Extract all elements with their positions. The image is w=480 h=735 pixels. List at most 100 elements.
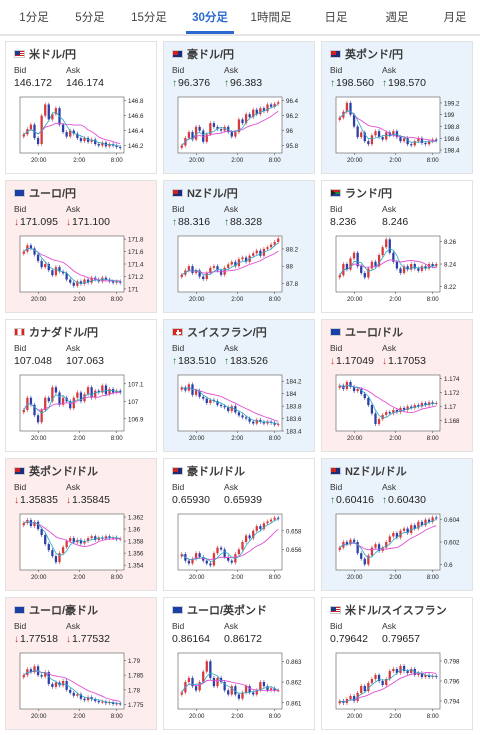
- rate-card[interactable]: ユーロ/円 Bid Ask ↓171.095 ↓171.100 171.8 171.6 171…: [5, 180, 157, 313]
- rate-card[interactable]: ユーロ/豪ドル Bid Ask ↓1.77518 ↓1.77532 1.79 1.785 1.…: [5, 597, 157, 730]
- candle-body: [216, 677, 219, 687]
- pair-title[interactable]: ユーロ/英ポンド: [172, 602, 267, 618]
- rate-card[interactable]: ユーロ/英ポンド Bid Ask 0.86164 0.86172 0.863 0.862 0.…: [163, 597, 315, 730]
- candle-body: [187, 132, 191, 139]
- mini-chart[interactable]: 1.174 1.172 1.17 1.168 20:00 2:00 8:00: [328, 371, 468, 444]
- y-tick-label: 183.4: [286, 429, 302, 436]
- candle-body: [209, 123, 212, 135]
- pair-title[interactable]: NZドル/ドル: [330, 463, 407, 479]
- pair-title[interactable]: NZドル/円: [172, 185, 238, 201]
- pair-name[interactable]: カナダドル/円: [29, 327, 99, 339]
- mini-chart[interactable]: 88.2 88 87.8 20:00 2:00 8:00: [170, 232, 310, 305]
- pair-name[interactable]: NZドル/ドル: [345, 466, 407, 478]
- mini-chart[interactable]: 1.362 1.36 1.358 1.356 1.354 20:00 2:00 8:00: [12, 510, 152, 583]
- pair-name[interactable]: 豪ドル/ドル: [187, 466, 246, 478]
- y-tick-label: 0.862: [286, 680, 302, 687]
- tab-5[interactable]: 日足: [324, 12, 348, 24]
- pair-title[interactable]: ユーロ/豪ドル: [14, 602, 98, 618]
- tab-7[interactable]: 月足: [443, 12, 467, 24]
- pair-title[interactable]: ユーロ/円: [14, 185, 76, 201]
- pair-name[interactable]: 豪ドル/円: [187, 49, 235, 61]
- candle-body: [101, 277, 104, 282]
- candle-body: [427, 519, 431, 522]
- pair-title[interactable]: カナダドル/円: [14, 324, 98, 340]
- mini-chart[interactable]: 96.4 96.2 96 95.8 20:00 2:00 8:00: [170, 93, 310, 166]
- rate-card[interactable]: スイスフラン/円 Bid Ask ↑183.510 ↑183.526 184.2 184 18…: [163, 319, 315, 452]
- rate-card[interactable]: カナダドル/円 Bid Ask 107.048 107.063 107.1 107 106.9…: [5, 319, 157, 452]
- tab-1[interactable]: 5分足: [75, 12, 105, 24]
- mini-chart[interactable]: 199.2 199 198.8 198.6 198.4 20:00 2:00 8:00: [328, 93, 468, 166]
- pair-name[interactable]: ユーロ/英ポンド: [187, 605, 268, 617]
- candle-body: [363, 272, 366, 278]
- mini-chart[interactable]: 184.2 184 183.8 183.6 183.4 20:00 2:00 8:00: [170, 371, 310, 444]
- candle-body: [202, 396, 205, 399]
- pair-name[interactable]: NZドル/円: [187, 188, 238, 200]
- rate-card[interactable]: ユーロ/ドル Bid Ask ↓1.17049 ↓1.17053 1.174 1.172 1.…: [321, 319, 473, 452]
- rate-card[interactable]: 英ポンド/円 Bid Ask ↑198.560 ↑198.570 199.2 199 198.…: [321, 41, 473, 174]
- rate-card[interactable]: ランド/円 Bid Ask 8.236 8.246 8.26 8.24 8.22 20:00 2:…: [321, 180, 473, 313]
- ma-line-long: [181, 679, 279, 693]
- candle-body: [392, 533, 395, 537]
- rate-card[interactable]: 米ドル/円 Bid Ask 146.172 146.174 146.8 146.6 146.4…: [5, 41, 157, 174]
- candle-body: [104, 277, 108, 280]
- mini-chart[interactable]: 0.604 0.602 0.6 20:00 2:00 8:00: [328, 510, 468, 583]
- pair-name[interactable]: 米ドル/円: [29, 49, 77, 61]
- pair-name[interactable]: ユーロ/豪ドル: [29, 605, 99, 617]
- candle-body: [435, 517, 438, 519]
- mini-chart[interactable]: 0.658 0.656 20:00 2:00 8:00: [170, 510, 310, 583]
- pair-name[interactable]: 米ドル/スイスフラン: [345, 605, 447, 617]
- pair-name[interactable]: スイスフラン/円: [187, 327, 267, 339]
- rate-card[interactable]: 米ドル/スイスフラン Bid Ask 0.79642 0.79657 0.798 0.796…: [321, 597, 473, 730]
- tab-0[interactable]: 1分足: [19, 12, 49, 24]
- candle-body: [86, 387, 90, 395]
- mini-chart[interactable]: 171.8 171.6 171.4 171.2 171 20:00 2:00 8:00: [12, 232, 152, 305]
- mini-chart[interactable]: 0.863 0.862 0.861 20:00 2:00 8:00: [170, 649, 310, 722]
- pair-name[interactable]: ランド/円: [345, 188, 393, 200]
- candle-body: [36, 254, 40, 261]
- ch-flag-icon: [172, 328, 183, 336]
- candle-body: [94, 536, 97, 540]
- candle-body: [61, 124, 65, 133]
- ask-label: Ask: [382, 65, 397, 75]
- rate-card[interactable]: NZドル/ドル Bid Ask ↑0.60416 ↑0.60430 0.604 0.602 0…: [321, 458, 473, 591]
- candle-body: [277, 690, 280, 692]
- bid-value: 0.65930: [172, 494, 224, 506]
- mini-chart[interactable]: 146.8 146.6 146.4 146.2 20:00 2:00 8:00: [12, 93, 152, 166]
- pair-title[interactable]: 米ドル/スイスフラン: [330, 602, 447, 618]
- candle-body: [392, 669, 395, 671]
- rate-card[interactable]: NZドル/円 Bid Ask ↑88.316 ↑88.328 88.2 88 87.8 20:0…: [163, 180, 315, 313]
- x-tick-label: 8:00: [111, 713, 124, 720]
- pair-title[interactable]: ユーロ/ドル: [330, 324, 403, 340]
- tab-3[interactable]: 30分足: [186, 0, 234, 34]
- pair-title[interactable]: ランド/円: [330, 185, 392, 201]
- y-tick-label: 198.8: [444, 124, 460, 131]
- us-flag-icon: [14, 50, 25, 58]
- pair-title[interactable]: 豪ドル/ドル: [172, 463, 245, 479]
- mini-chart[interactable]: 0.798 0.796 0.794 20:00 2:00 8:00: [328, 649, 468, 722]
- mini-chart[interactable]: 8.26 8.24 8.22 20:00 2:00 8:00: [328, 232, 468, 305]
- tab-2[interactable]: 15分足: [131, 12, 167, 24]
- mini-chart[interactable]: 107.1 107 106.9 20:00 2:00 8:00: [12, 371, 152, 444]
- pair-title[interactable]: スイスフラン/円: [172, 324, 267, 340]
- rate-card[interactable]: 豪ドル/円 Bid Ask ↑96.376 ↑96.383 96.4 96.2 96 95.8 2…: [163, 41, 315, 174]
- ask-price: 0.79657: [382, 633, 420, 645]
- pair-title[interactable]: 英ポンド/円: [330, 46, 403, 62]
- tab-4[interactable]: 1時間足: [250, 12, 292, 24]
- mini-chart[interactable]: 1.79 1.785 1.78 1.775 20:00 2:00 8:00: [12, 649, 152, 722]
- rate-card[interactable]: 英ポンド/ドル Bid Ask ↓1.35835 ↓1.35845 1.362 1.36 1.…: [5, 458, 157, 591]
- y-tick-label: 1.168: [444, 418, 460, 425]
- pair-name[interactable]: 英ポンド/ドル: [29, 466, 99, 478]
- pair-title[interactable]: 豪ドル/円: [172, 46, 234, 62]
- bid-label: Bid: [172, 482, 185, 492]
- tab-6[interactable]: 週足: [385, 12, 409, 24]
- candle-body: [76, 392, 79, 398]
- candle-body: [194, 553, 198, 559]
- pair-name[interactable]: ユーロ/円: [29, 188, 77, 200]
- candle-body: [61, 681, 65, 686]
- pair-title[interactable]: 米ドル/円: [14, 46, 76, 62]
- pair-title[interactable]: 英ポンド/ドル: [14, 463, 98, 479]
- pair-name[interactable]: 英ポンド/円: [345, 49, 404, 61]
- pair-name[interactable]: ユーロ/ドル: [345, 327, 404, 339]
- rate-card[interactable]: 豪ドル/ドル Bid Ask 0.65930 0.65939 0.658 0.656 20:0…: [163, 458, 315, 591]
- candle-body: [431, 517, 434, 522]
